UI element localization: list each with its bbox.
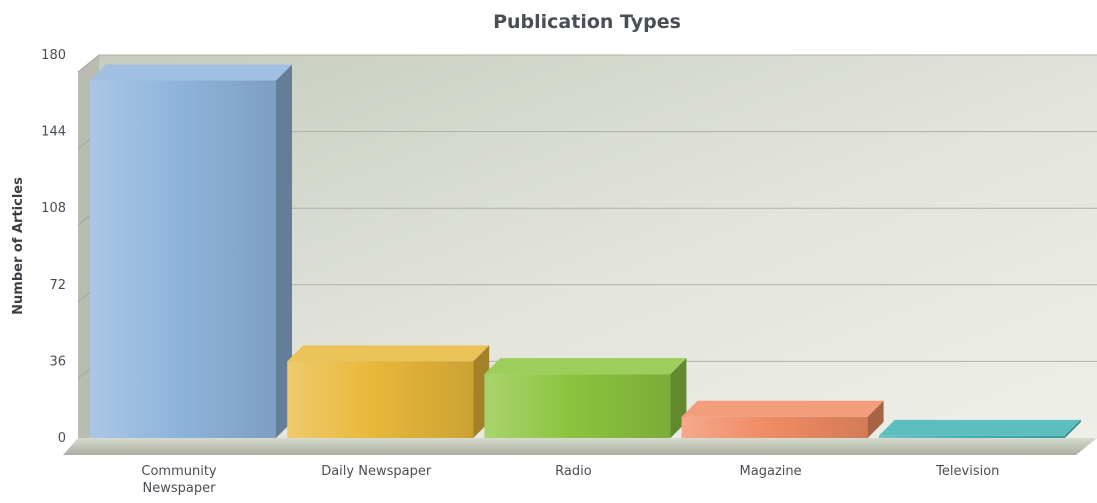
bar-top (878, 419, 1081, 436)
bar-front (878, 435, 1065, 438)
bar (878, 419, 1081, 438)
x-category-label: Radio (555, 464, 592, 479)
bar-front (90, 80, 276, 439)
bar-side (1064, 419, 1081, 438)
bar-front (681, 416, 868, 438)
bar-side (276, 64, 292, 439)
bar (681, 400, 884, 438)
y-axis-label: Number of Articles (11, 177, 26, 315)
x-category-label: Magazine (740, 464, 802, 479)
y-tick-label: 180 (41, 48, 66, 63)
y-tick-label: 0 (58, 431, 66, 446)
bar-top (484, 358, 687, 375)
gridline-side (77, 54, 100, 73)
x-category-label: Daily Newspaper (321, 464, 432, 479)
x-category-label: Television (935, 464, 999, 479)
y-tick-label: 36 (49, 354, 66, 369)
back-wall (99, 55, 1097, 438)
y-tick-label: 144 (41, 125, 66, 140)
bar-side (867, 400, 884, 438)
y-tick-label: 108 (41, 201, 66, 216)
bar-top (287, 345, 490, 362)
bar (90, 64, 292, 439)
floor (63, 438, 1097, 455)
y-axis-ticks: 0 36 72 108 144 180 (41, 48, 66, 446)
x-category-label: Community Newspaper (141, 464, 217, 496)
bar-top (681, 400, 884, 417)
bar-front (484, 374, 671, 438)
bar (287, 345, 490, 438)
y-tick-label: 72 (49, 278, 66, 293)
bar (484, 358, 687, 438)
bars (90, 64, 1081, 439)
plot-background (63, 55, 1097, 455)
chart-title: Publication Types (493, 11, 681, 33)
bar-top (90, 64, 292, 81)
x-axis-labels: Community Newspaper Daily Newspaper Radio Ma… (141, 464, 999, 496)
bar-front (287, 361, 474, 438)
